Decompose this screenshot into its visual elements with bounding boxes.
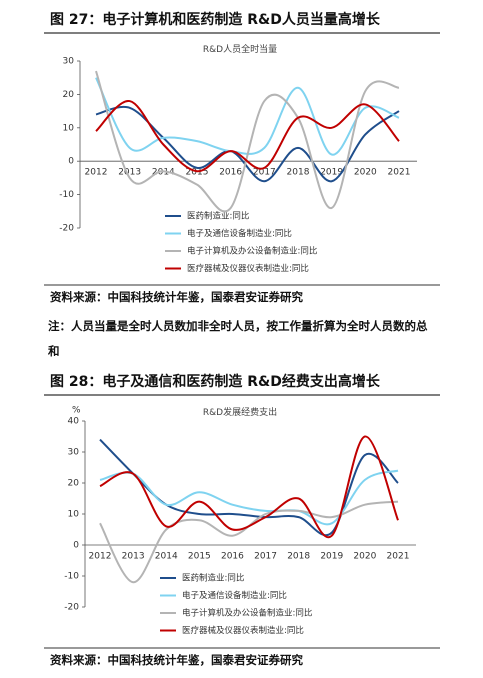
unit-label: % [72,406,81,416]
y-tick-label: 0 [68,157,74,167]
series-line [99,438,399,537]
x-tick-label: 2015 [186,168,209,178]
x-tick-label: 2017 [254,552,277,562]
y-tick-label: -20 [59,224,74,234]
chart-subtitle: R&D发展经费支出 [203,406,277,418]
y-tick-label: 10 [63,123,75,133]
figure-title: 图 27：电子计算机和医药制造 R&D人员当量高增长 [50,11,381,28]
legend-label: 医药制造业:同比 [182,573,244,584]
x-tick-label: 2021 [388,168,411,178]
x-tick-label: 2018 [287,168,310,178]
y-tick-label: 10 [68,510,80,520]
figure-title: 图 28：电子及通信和医药制造 R&D经费支出高增长 [50,373,381,390]
note: 注：人员当量是全时人员数加非全时人员，按工作量折算为全时人员数的总和 [48,319,428,358]
y-tick-label: 20 [68,479,80,489]
series-line [95,70,400,213]
legend-label: 医药制造业:同比 [187,211,249,222]
series-line [95,77,400,156]
legend-label: 电子及通信设备制造业:同比 [187,228,292,239]
x-tick-label: 2016 [221,552,244,562]
source: 资料来源：中国科技统计年鉴，国泰君安证券研究 [50,290,303,304]
x-tick-label: 2019 [320,168,343,178]
y-tick-label: -20 [64,603,79,613]
series-line [95,100,400,173]
y-tick-label: 30 [68,448,80,458]
x-tick-label: 2014 [155,552,178,562]
x-tick-label: 2020 [353,552,376,562]
y-tick-label: -10 [64,572,79,582]
x-tick-label: 2014 [152,168,175,178]
x-tick-label: 2012 [89,552,112,562]
x-tick-label: 2013 [122,552,145,562]
x-tick-label: 2021 [387,552,410,562]
y-tick-label: 40 [68,417,80,427]
y-tick-label: 20 [63,90,75,100]
source: 资料来源：中国科技统计年鉴，国泰君安证券研究 [50,653,303,667]
chart-subtitle: R&D人员全时当量 [203,43,277,55]
x-tick-label: 2013 [118,168,141,178]
legend-label: 电子计算机及办公设备制造业:同比 [187,246,317,257]
x-tick-label: 2012 [85,168,108,178]
x-tick-label: 2016 [219,168,242,178]
series-line [99,435,399,539]
x-tick-label: 2018 [287,552,310,562]
y-tick-label: -10 [59,190,74,200]
legend-label: 医疗器械及仪器仪表制造业:同比 [187,263,309,274]
x-tick-label: 2020 [354,168,377,178]
legend-label: 电子计算机及办公设备制造业:同比 [182,608,312,619]
series-line [99,469,399,526]
legend-label: 电子及通信设备制造业:同比 [182,590,287,601]
y-tick-label: 30 [63,57,75,67]
x-tick-label: 2017 [253,168,276,178]
series-line [99,500,399,584]
note-box: 注：人员当量是全时人员数加非全时人员，按工作量折算为全时人员数的总和 [48,319,428,358]
legend-label: 医疗器械及仪器仪表制造业:同比 [182,625,304,636]
y-tick-label: 0 [73,541,79,551]
x-tick-label: 2019 [320,552,343,562]
x-tick-label: 2015 [188,552,211,562]
